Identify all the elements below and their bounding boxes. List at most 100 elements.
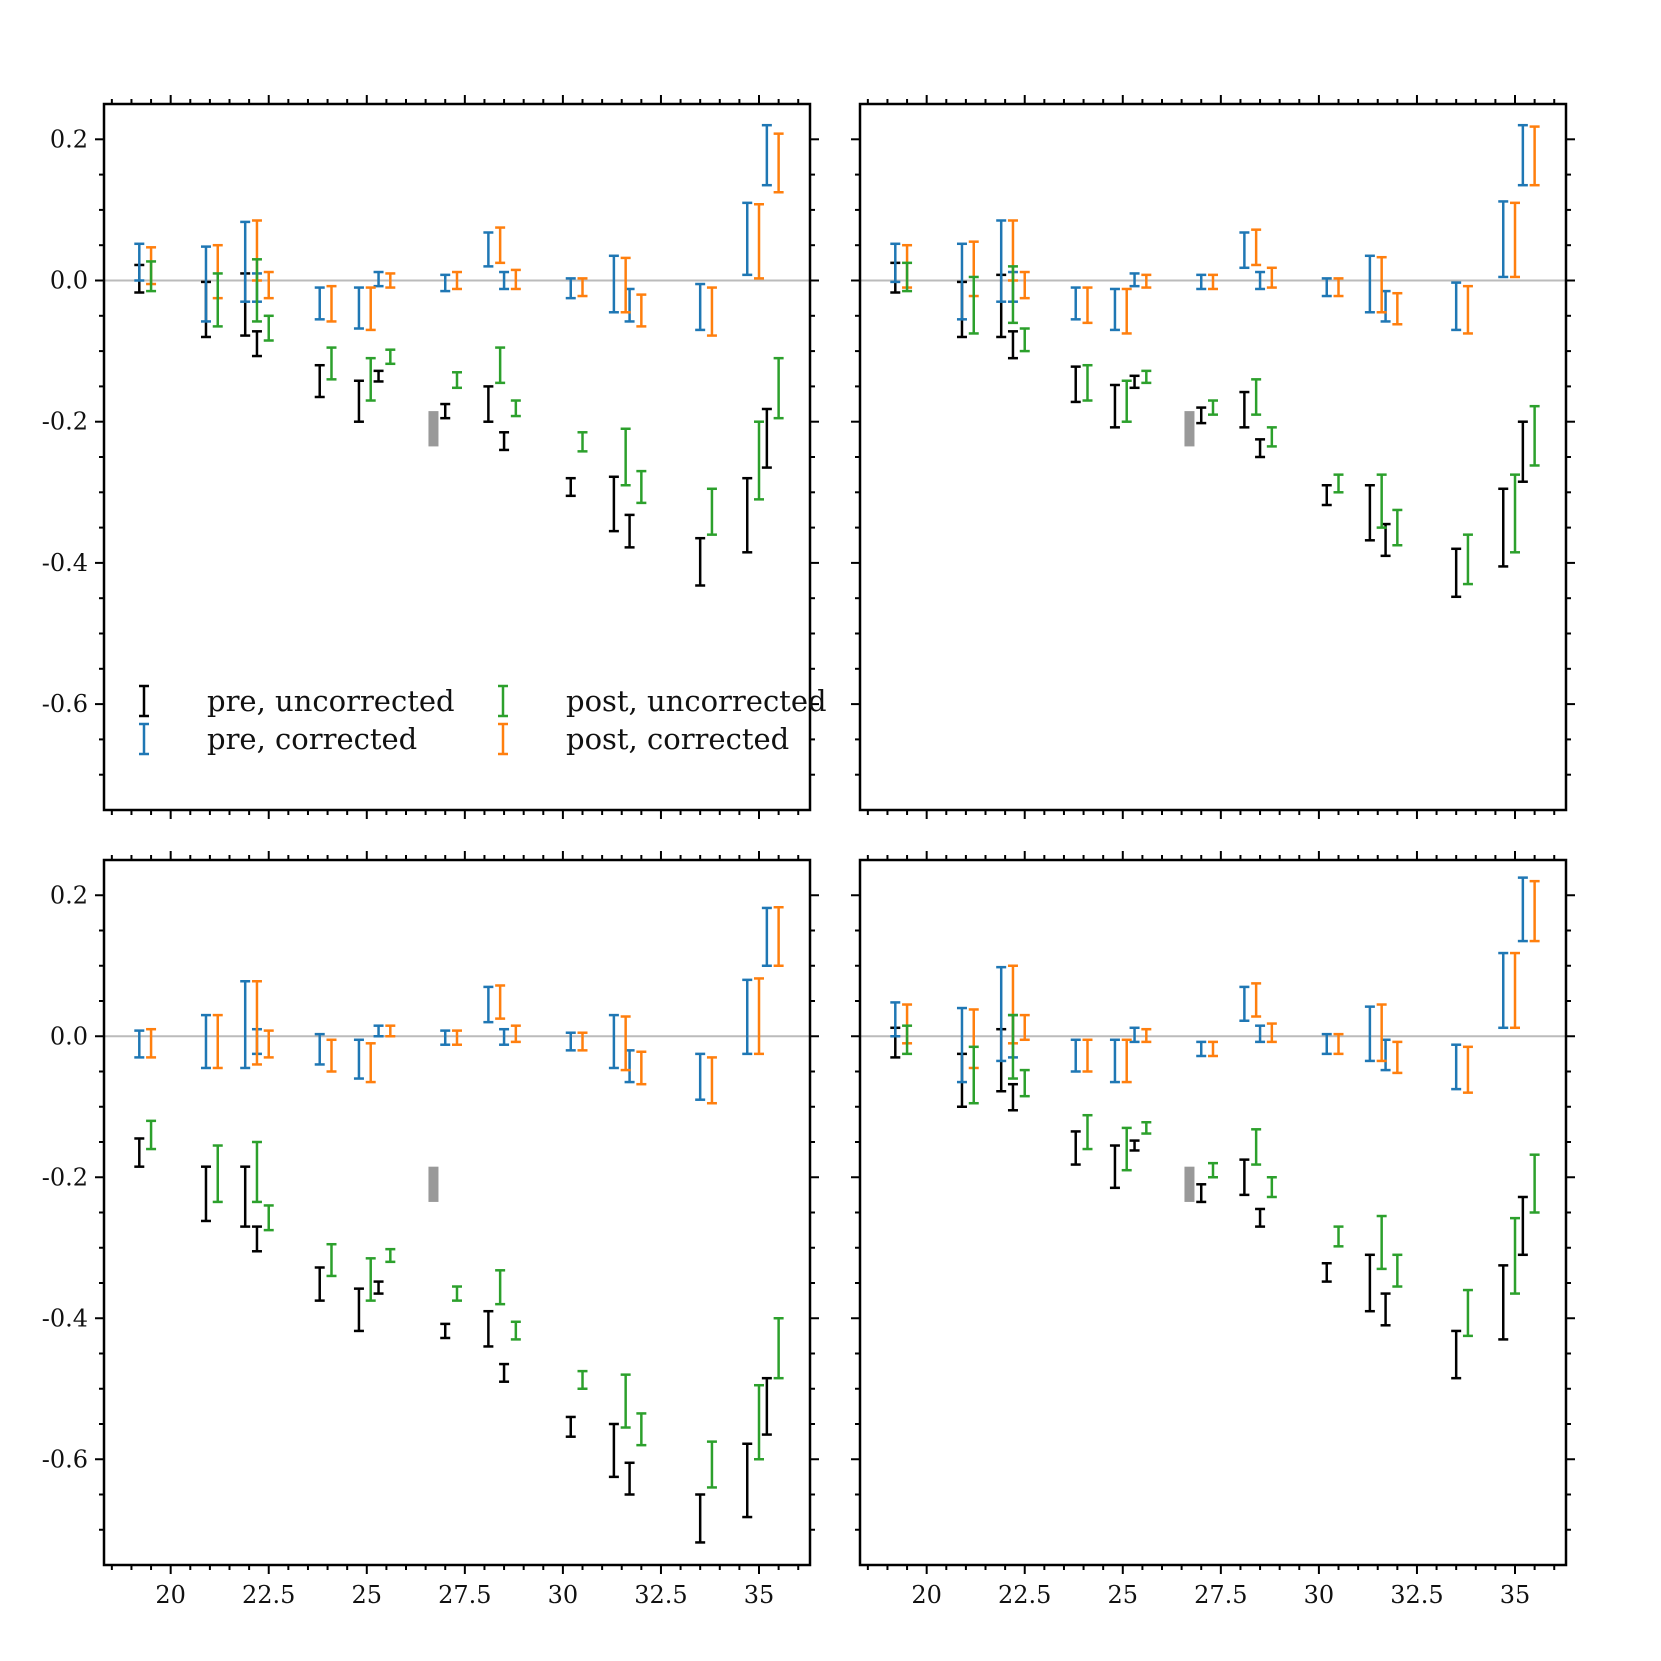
panel-top-right <box>851 95 1575 819</box>
errorbar-post-cor <box>495 226 506 265</box>
errorbar-post-unc <box>1121 379 1132 423</box>
errorbar-post-cor <box>365 1042 376 1084</box>
errorbar-pre-unc <box>1109 1144 1120 1190</box>
errorbar-post-cor <box>263 270 274 300</box>
errorbar-post-cor <box>1019 270 1030 300</box>
errorbar-pre-unc <box>1451 1329 1462 1380</box>
y-tick-label: 0.2 <box>50 881 88 909</box>
legend-label: post, corrected <box>566 722 789 756</box>
errorbar-pre-cor <box>483 231 494 268</box>
errorbar-post-unc <box>251 258 262 323</box>
errorbar-pre-cor <box>1255 270 1266 291</box>
errorbar-post-unc <box>1376 1214 1387 1271</box>
errorbar-pre-cor <box>565 1031 576 1052</box>
errorbar-post-cor <box>620 256 631 314</box>
errorbar-pre-unc <box>624 513 635 549</box>
x-tick-label: 27.5 <box>438 1581 491 1609</box>
errorbar-post-cor <box>1266 266 1277 289</box>
x-tick-label: 35 <box>1500 1581 1531 1609</box>
ticks <box>851 851 1575 1574</box>
errorbar-pre-cor <box>200 1013 211 1070</box>
errorbar-post-unc <box>1141 369 1152 385</box>
errorbar-pre-unc <box>1255 1207 1266 1228</box>
errorbar-post-unc <box>706 1440 717 1489</box>
errorbar-post-unc <box>1529 404 1540 467</box>
errorbar-post-cor <box>1333 277 1344 298</box>
legend: pre, uncorrected pre, corrected post, unco… <box>139 684 827 756</box>
errorbar-pre-cor <box>890 242 901 284</box>
errorbar-pre-unc <box>1109 383 1120 429</box>
errorbar-post-unc <box>706 487 717 536</box>
errorbar-post-unc <box>968 1045 979 1105</box>
errorbar-post-unc <box>754 1383 765 1461</box>
errorbar-pre-unc <box>695 1493 706 1544</box>
errorbar-post-unc <box>1529 1153 1540 1214</box>
errorbar-pre-unc <box>373 1280 384 1295</box>
errorbar-pre-unc <box>1380 1292 1391 1327</box>
errorbar-pre-unc <box>1239 1158 1250 1197</box>
errorbar-post-cor <box>1251 982 1262 1018</box>
errorbar-pre-cor <box>996 965 1007 1063</box>
errorbar-post-cor <box>251 980 262 1066</box>
errorbar-post-unc <box>1007 265 1018 325</box>
errorbar-post-cor <box>452 1029 462 1046</box>
errorbar-pre-cor <box>608 1013 619 1070</box>
errorbar-post-cor <box>1121 1038 1132 1084</box>
errorbar-pre-unc <box>1498 1264 1509 1341</box>
errorbar-pre-unc <box>742 1442 753 1519</box>
errorbar-post-unc <box>1208 399 1218 416</box>
errorbar-post-unc <box>263 1204 274 1232</box>
errorbar-pre-cor <box>1196 273 1207 291</box>
x-tick-label: 30 <box>1304 1581 1335 1609</box>
errorbar-post-cor <box>365 286 376 332</box>
errorbar-pre-unc <box>565 1415 576 1438</box>
marker-band <box>1184 1166 1195 1202</box>
errorbar-post-cor <box>1376 255 1387 314</box>
errorbar-pre-cor <box>240 220 251 303</box>
errorbar-post-unc <box>495 1269 506 1306</box>
errorbar-post-cor <box>1266 1022 1277 1044</box>
errorbar-pre-unc <box>1070 1130 1081 1166</box>
errorbar-pre-cor <box>1321 1032 1332 1056</box>
errorbar-pre-cor <box>440 1029 451 1046</box>
errorbar-pre-unc <box>200 1165 211 1223</box>
errorbar-post-cor <box>385 272 396 289</box>
errorbar-pre-unc <box>695 536 706 587</box>
y-tick-label: 0.0 <box>50 1022 88 1050</box>
errorbar-post-cor <box>577 277 588 298</box>
y-tick-label: 0.2 <box>50 125 88 153</box>
panel-top-left: 0.2 0.0 -0.2 -0.4 -0.6 <box>42 95 819 819</box>
errorbar-post-unc <box>1208 1161 1218 1179</box>
errorbar-pre-cor <box>1321 277 1332 298</box>
errorbar-pre-unc <box>1517 1195 1528 1257</box>
errorbar-post-unc <box>1019 327 1030 353</box>
errorbar-post-unc <box>510 1320 521 1341</box>
errorbar-post-cor <box>1510 201 1521 279</box>
errorbar-post-cor <box>706 1056 717 1105</box>
errorbar-post-unc <box>1251 378 1262 416</box>
ticks <box>851 95 1575 819</box>
errorbar-post-unc <box>146 260 157 293</box>
errorbar-pre-cor <box>1129 272 1140 288</box>
errorbar-pre-cor <box>1364 254 1375 314</box>
errorbar-pre-cor <box>1196 1040 1207 1058</box>
errorbar-pre-cor <box>1517 876 1528 943</box>
errorbar-pre-cor <box>608 254 619 314</box>
errorbar-pre-cor <box>1129 1026 1140 1044</box>
errorbar-post-unc <box>1333 1225 1344 1248</box>
errorbar-pre-cor <box>1498 951 1509 1030</box>
errorbar-post-cor <box>1141 273 1152 289</box>
errorbar-post-cor <box>1251 228 1262 267</box>
errorbar-pre-cor <box>1364 1005 1375 1063</box>
errorbar-pre-cor <box>565 277 576 300</box>
errorbar-pre-cor <box>240 980 251 1070</box>
ticks <box>95 95 819 819</box>
errorbar-post-cor <box>1019 1013 1030 1042</box>
errorbar-post-cor <box>1392 291 1403 326</box>
x-tick-label: 25 <box>352 1581 383 1609</box>
errorbar-pre-cor <box>742 201 753 277</box>
panel-bottom-right: 20 22.5 25 27.5 30 32.5 35 <box>851 851 1575 1609</box>
errorbar-pre-cor <box>1498 200 1509 279</box>
legend-label: post, uncorrected <box>566 684 827 718</box>
